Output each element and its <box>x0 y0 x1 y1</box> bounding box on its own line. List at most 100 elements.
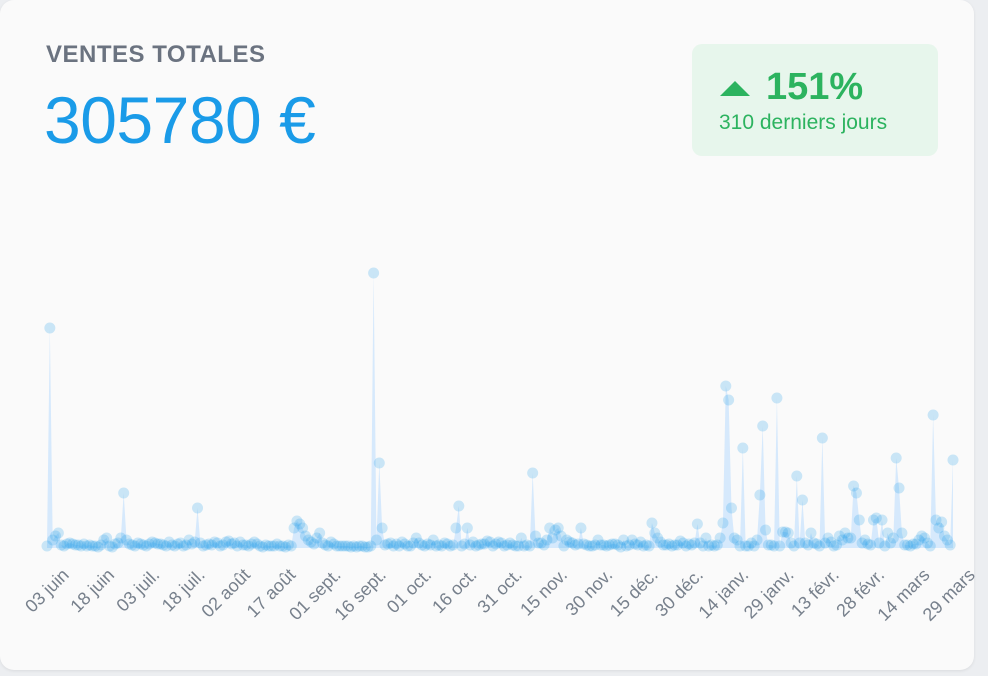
data-point[interactable] <box>450 522 462 534</box>
data-point[interactable] <box>248 536 260 548</box>
data-point[interactable] <box>58 540 70 552</box>
data-point[interactable] <box>260 539 272 551</box>
data-point[interactable] <box>663 538 675 550</box>
data-point[interactable] <box>410 532 422 544</box>
data-point[interactable] <box>226 538 238 550</box>
data-point[interactable] <box>41 540 53 552</box>
data-point[interactable] <box>879 540 891 552</box>
data-point[interactable] <box>822 532 834 544</box>
data-point[interactable] <box>532 537 544 549</box>
data-point[interactable] <box>703 540 715 552</box>
data-point[interactable] <box>674 535 686 547</box>
data-point[interactable] <box>720 380 732 392</box>
data-point[interactable] <box>211 537 223 549</box>
data-point[interactable] <box>512 540 524 552</box>
data-point[interactable] <box>808 537 820 549</box>
data-point[interactable] <box>785 537 797 549</box>
data-point[interactable] <box>228 537 240 549</box>
data-point[interactable] <box>717 517 729 529</box>
data-point[interactable] <box>802 539 814 551</box>
data-point[interactable] <box>737 442 749 454</box>
data-point[interactable] <box>121 534 133 546</box>
data-point[interactable] <box>558 540 570 552</box>
data-point[interactable] <box>359 541 371 553</box>
data-point[interactable] <box>115 532 127 544</box>
data-point[interactable] <box>299 530 311 542</box>
data-point[interactable] <box>61 538 73 550</box>
data-point[interactable] <box>706 539 718 551</box>
data-point[interactable] <box>575 522 587 534</box>
data-point[interactable] <box>819 537 831 549</box>
data-point[interactable] <box>768 540 780 552</box>
data-point[interactable] <box>944 539 956 551</box>
data-point[interactable] <box>643 540 655 552</box>
data-point[interactable] <box>203 538 215 550</box>
data-point[interactable] <box>424 539 436 551</box>
data-point[interactable] <box>842 532 854 544</box>
data-point[interactable] <box>123 538 135 550</box>
data-point[interactable] <box>47 534 59 546</box>
data-point[interactable] <box>476 538 488 550</box>
data-point[interactable] <box>481 535 493 547</box>
data-point[interactable] <box>484 536 496 548</box>
data-point[interactable] <box>331 540 343 552</box>
data-point[interactable] <box>461 522 473 534</box>
data-point[interactable] <box>623 539 635 551</box>
data-point[interactable] <box>547 532 559 544</box>
data-point[interactable] <box>103 540 115 552</box>
data-point[interactable] <box>896 527 908 539</box>
data-point[interactable] <box>646 517 658 529</box>
data-point[interactable] <box>683 538 695 550</box>
data-point[interactable] <box>856 537 868 549</box>
data-point[interactable] <box>578 538 590 550</box>
data-point[interactable] <box>473 539 485 551</box>
data-point[interactable] <box>919 532 931 544</box>
data-point[interactable] <box>64 537 76 549</box>
data-point[interactable] <box>882 527 894 539</box>
data-point[interactable] <box>257 541 269 553</box>
data-point[interactable] <box>112 537 124 549</box>
data-point[interactable] <box>598 539 610 551</box>
data-point[interactable] <box>941 534 953 546</box>
data-point[interactable] <box>760 524 772 536</box>
data-point[interactable] <box>498 540 510 552</box>
data-point[interactable] <box>873 537 885 549</box>
data-point[interactable] <box>180 539 192 551</box>
data-point[interactable] <box>52 527 64 539</box>
data-point[interactable] <box>55 539 67 551</box>
data-point[interactable] <box>294 518 306 530</box>
data-point[interactable] <box>913 534 925 546</box>
data-point[interactable] <box>453 500 465 512</box>
data-point[interactable] <box>711 539 723 551</box>
data-point[interactable] <box>853 514 865 526</box>
data-point[interactable] <box>433 539 445 551</box>
data-point[interactable] <box>839 527 851 539</box>
data-point[interactable] <box>197 540 209 552</box>
data-point[interactable] <box>263 540 275 552</box>
data-point[interactable] <box>626 534 638 546</box>
data-point[interactable] <box>927 409 939 421</box>
data-point[interactable] <box>490 538 502 550</box>
data-point[interactable] <box>691 518 703 530</box>
data-point[interactable] <box>938 530 950 542</box>
data-point[interactable] <box>348 540 360 552</box>
data-point[interactable] <box>419 540 431 552</box>
data-point[interactable] <box>160 540 172 552</box>
data-point[interactable] <box>143 538 155 550</box>
data-point[interactable] <box>887 532 899 544</box>
data-point[interactable] <box>524 540 536 552</box>
data-point[interactable] <box>149 537 161 549</box>
data-point[interactable] <box>308 538 320 550</box>
data-point[interactable] <box>280 541 292 553</box>
data-point[interactable] <box>405 540 417 552</box>
data-point[interactable] <box>700 532 712 544</box>
data-point[interactable] <box>612 539 624 551</box>
data-point[interactable] <box>67 538 79 550</box>
data-point[interactable] <box>910 538 922 550</box>
data-point[interactable] <box>603 539 615 551</box>
data-point[interactable] <box>734 540 746 552</box>
data-point[interactable] <box>413 537 425 549</box>
data-point[interactable] <box>728 532 740 544</box>
data-point[interactable] <box>75 540 87 552</box>
data-point[interactable] <box>436 540 448 552</box>
